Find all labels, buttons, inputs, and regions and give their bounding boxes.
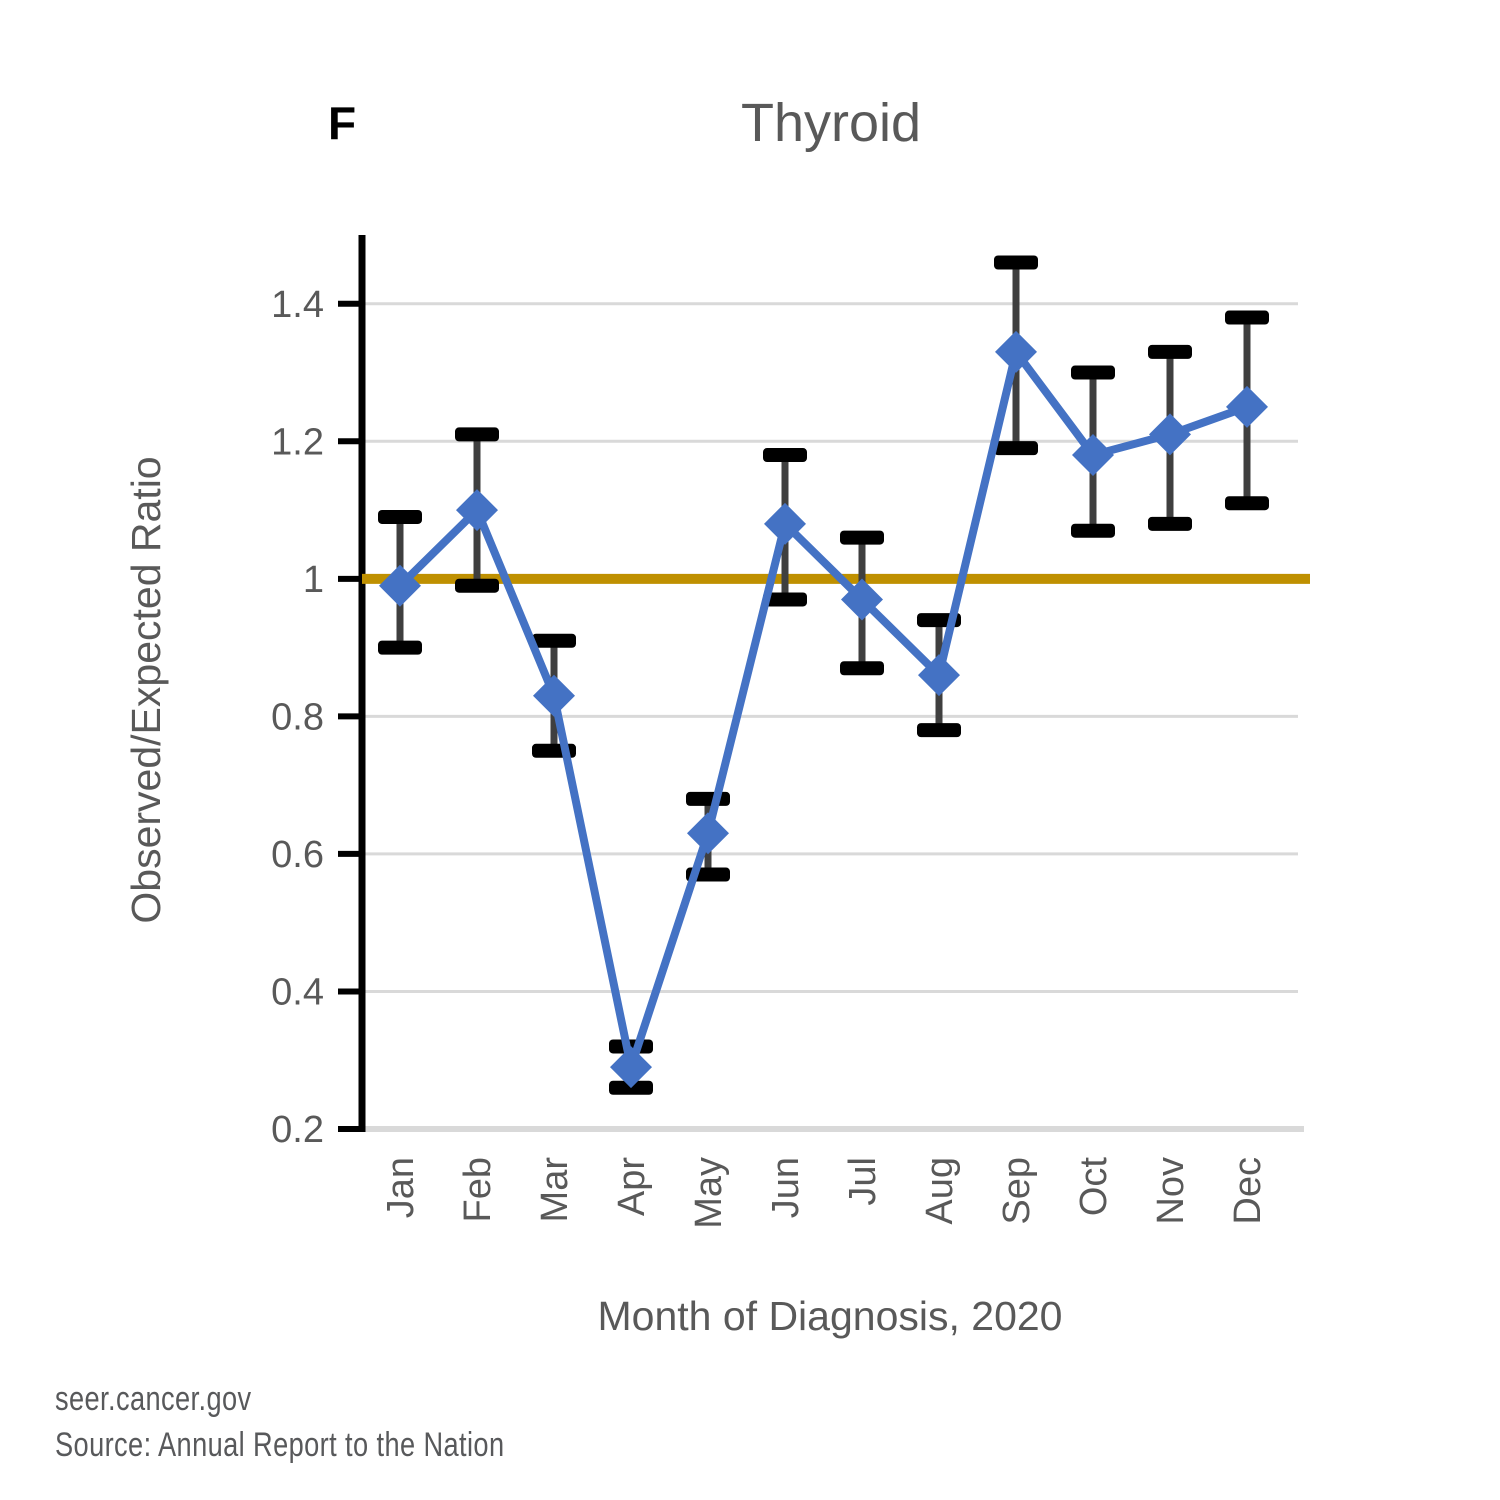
y-tick-label: 0.6 [271,834,324,876]
error-bar-cap-low [1225,496,1269,511]
error-bar-cap-high [378,509,422,524]
data-point-marker [764,502,806,545]
footer-url: seer.cancer.gov [55,1380,252,1418]
data-point-marker [533,674,575,717]
error-bar-cap-high [840,530,884,545]
x-category-label: Feb [457,1157,499,1222]
error-bar-cap-low [378,640,422,655]
x-category-label: Jun [765,1157,807,1218]
footer: seer.cancer.gov Source: Annual Report to… [55,1376,504,1468]
data-point-marker [841,578,883,621]
y-tick-label: 1.4 [271,284,324,326]
error-bar-cap-low [1071,523,1115,538]
data-point-marker [918,654,960,697]
footer-source: Source: Annual Report to the Nation [55,1426,505,1464]
x-category-label: Nov [1150,1157,1192,1225]
x-category-label: May [688,1157,730,1229]
panel-label: F [328,97,357,149]
y-axis-title: Observed/Expected Ratio [123,456,169,923]
x-axis-title: Month of Diagnosis, 2020 [598,1293,1063,1339]
x-category-label: Jan [380,1157,422,1218]
chart-svg: 0.2 0.4 0.6 0.8 1 1.2 1.4 Jan Feb Mar Apr May Jun Jul… [123,235,1310,1339]
data-point-marker [1226,385,1268,428]
series-line [396,347,1251,1072]
error-bar-cap-low [994,441,1038,456]
x-category-label: Mar [534,1157,576,1223]
data-point-marker [379,564,421,607]
error-bar-cap-high [1148,344,1192,359]
error-bar-cap-high [455,427,499,442]
y-tick-label: 1 [303,559,324,601]
y-tick-label: 0.4 [271,971,324,1013]
x-category-label: Oct [1073,1157,1115,1217]
error-bar-cap-low [840,661,884,676]
data-point-marker [687,812,729,855]
data-point-marker [456,489,498,532]
error-bar-cap-low [455,578,499,593]
x-category-label: Aug [919,1157,961,1225]
x-category-label: Sep [996,1157,1038,1225]
error-bar-cap-high [1225,310,1269,325]
error-bar-cap-high [686,791,730,806]
x-category-label: Apr [611,1157,653,1216]
error-bar-cap-low [917,723,961,738]
x-category-label: Jul [842,1157,884,1206]
data-point-marker [1149,413,1191,456]
y-tick-label: 0.8 [271,696,324,738]
data-point-marker [610,1046,652,1089]
chart-title: Thyroid [740,93,922,153]
error-bar-cap-high [1071,365,1115,380]
data-point-marker [1072,434,1114,477]
error-bar-cap-high [763,448,807,463]
y-tick-label: 1.2 [271,421,324,463]
error-bar-cap-high [994,255,1038,270]
error-bar-cap-low [1148,516,1192,531]
error-bar-cap-low [763,592,807,607]
y-tick-label: 0.2 [271,1109,324,1151]
error-bar-cap-high [532,633,576,648]
x-category-label: Dec [1227,1157,1269,1225]
data-point-marker [995,330,1037,373]
